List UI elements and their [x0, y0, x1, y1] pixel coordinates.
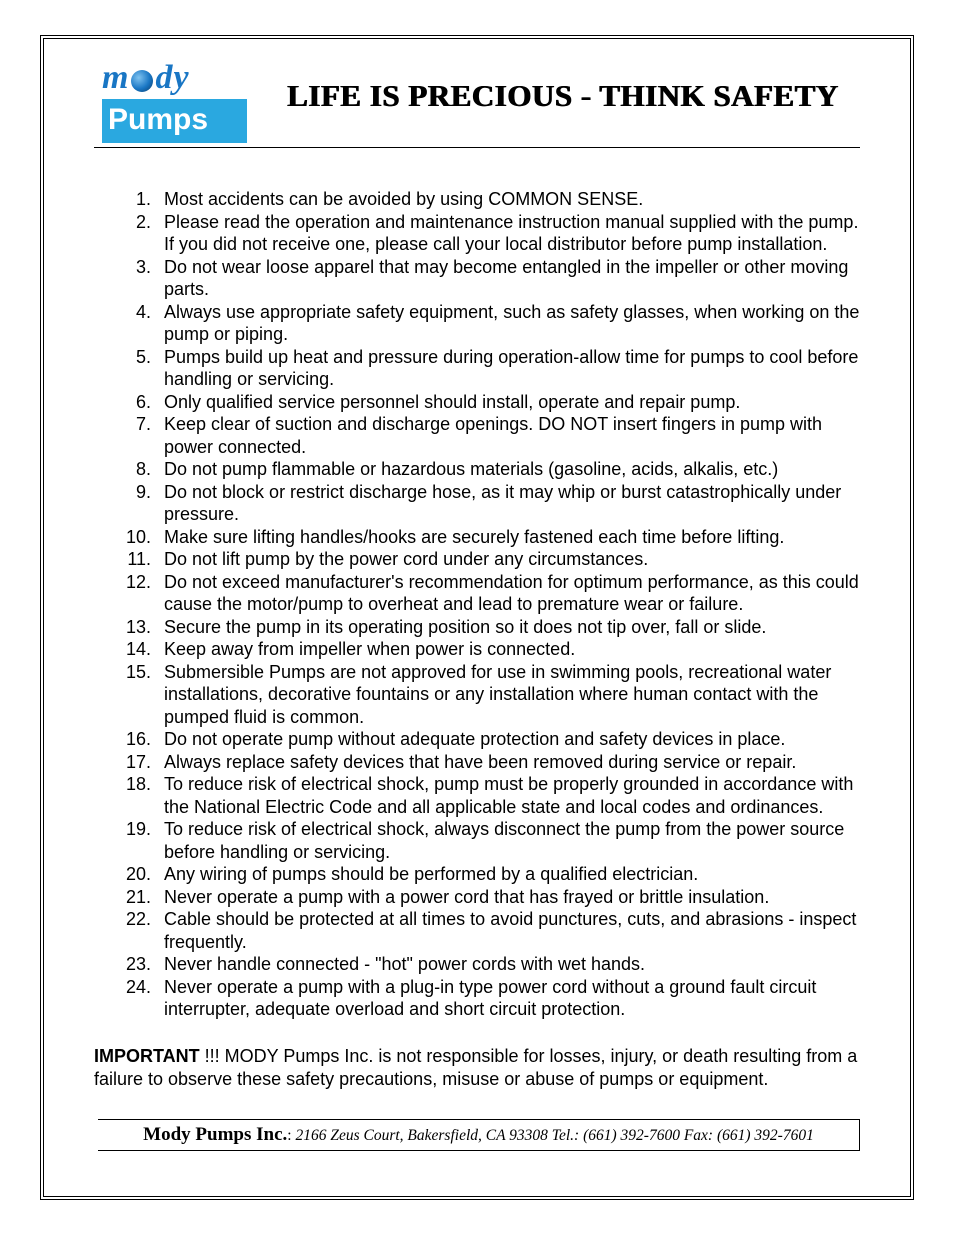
logo: m dy Pumps	[102, 61, 247, 141]
page-border: m dy Pumps LIFE IS PRECIOUS - THINK SAFE…	[40, 35, 914, 1200]
footer: Mody Pumps Inc.: 2166 Zeus Court, Bakers…	[98, 1119, 860, 1151]
page-title: LIFE IS PRECIOUS - THINK SAFETY	[265, 78, 860, 114]
safety-list-item: Never operate a pump with a plug-in type…	[156, 976, 860, 1021]
safety-list-item: Do not wear loose apparel that may becom…	[156, 256, 860, 301]
important-notice: IMPORTANT !!! MODY Pumps Inc. is not res…	[94, 1045, 860, 1091]
header: m dy Pumps LIFE IS PRECIOUS - THINK SAFE…	[94, 61, 860, 148]
safety-list: Most accidents can be avoided by using C…	[94, 188, 860, 1021]
safety-list-item: Most accidents can be avoided by using C…	[156, 188, 860, 211]
safety-list-item: Secure the pump in its operating positio…	[156, 616, 860, 639]
important-label: IMPORTANT	[94, 1046, 200, 1066]
logo-letters-dy: dy	[155, 61, 189, 95]
footer-address: 2166 Zeus Court, Bakersfield, CA 93308 T…	[295, 1127, 813, 1144]
safety-list-item: Any wiring of pumps should be performed …	[156, 863, 860, 886]
important-text: !!! MODY Pumps Inc. is not responsible f…	[94, 1046, 857, 1089]
safety-list-item: Do not exceed manufacturer's recommendat…	[156, 571, 860, 616]
safety-list-item: Never handle connected - "hot" power cor…	[156, 953, 860, 976]
safety-list-item: Submersible Pumps are not approved for u…	[156, 661, 860, 729]
safety-list-item: Keep clear of suction and discharge open…	[156, 413, 860, 458]
safety-list-item: Do not block or restrict discharge hose,…	[156, 481, 860, 526]
safety-list-item: Do not pump flammable or hazardous mater…	[156, 458, 860, 481]
safety-list-item: Cable should be protected at all times t…	[156, 908, 860, 953]
safety-list-item: Do not operate pump without adequate pro…	[156, 728, 860, 751]
safety-list-item: Please read the operation and maintenanc…	[156, 211, 860, 256]
safety-list-item: To reduce risk of electrical shock, alwa…	[156, 818, 860, 863]
footer-company: Mody Pumps Inc.	[143, 1124, 287, 1145]
logo-wordmark-top: m dy	[102, 61, 247, 95]
safety-list-item: Always replace safety devices that have …	[156, 751, 860, 774]
logo-letter-m: m	[102, 61, 129, 95]
safety-list-item: Always use appropriate safety equipment,…	[156, 301, 860, 346]
logo-wordmark-bottom: Pumps	[102, 99, 247, 143]
safety-list-item: Keep away from impeller when power is co…	[156, 638, 860, 661]
globe-icon	[131, 70, 153, 92]
safety-list-item: To reduce risk of electrical shock, pump…	[156, 773, 860, 818]
safety-list-item: Never operate a pump with a power cord t…	[156, 886, 860, 909]
safety-list-item: Only qualified service personnel should …	[156, 391, 860, 414]
safety-list-item: Pumps build up heat and pressure during …	[156, 346, 860, 391]
safety-list-item: Do not lift pump by the power cord under…	[156, 548, 860, 571]
safety-list-item: Make sure lifting handles/hooks are secu…	[156, 526, 860, 549]
